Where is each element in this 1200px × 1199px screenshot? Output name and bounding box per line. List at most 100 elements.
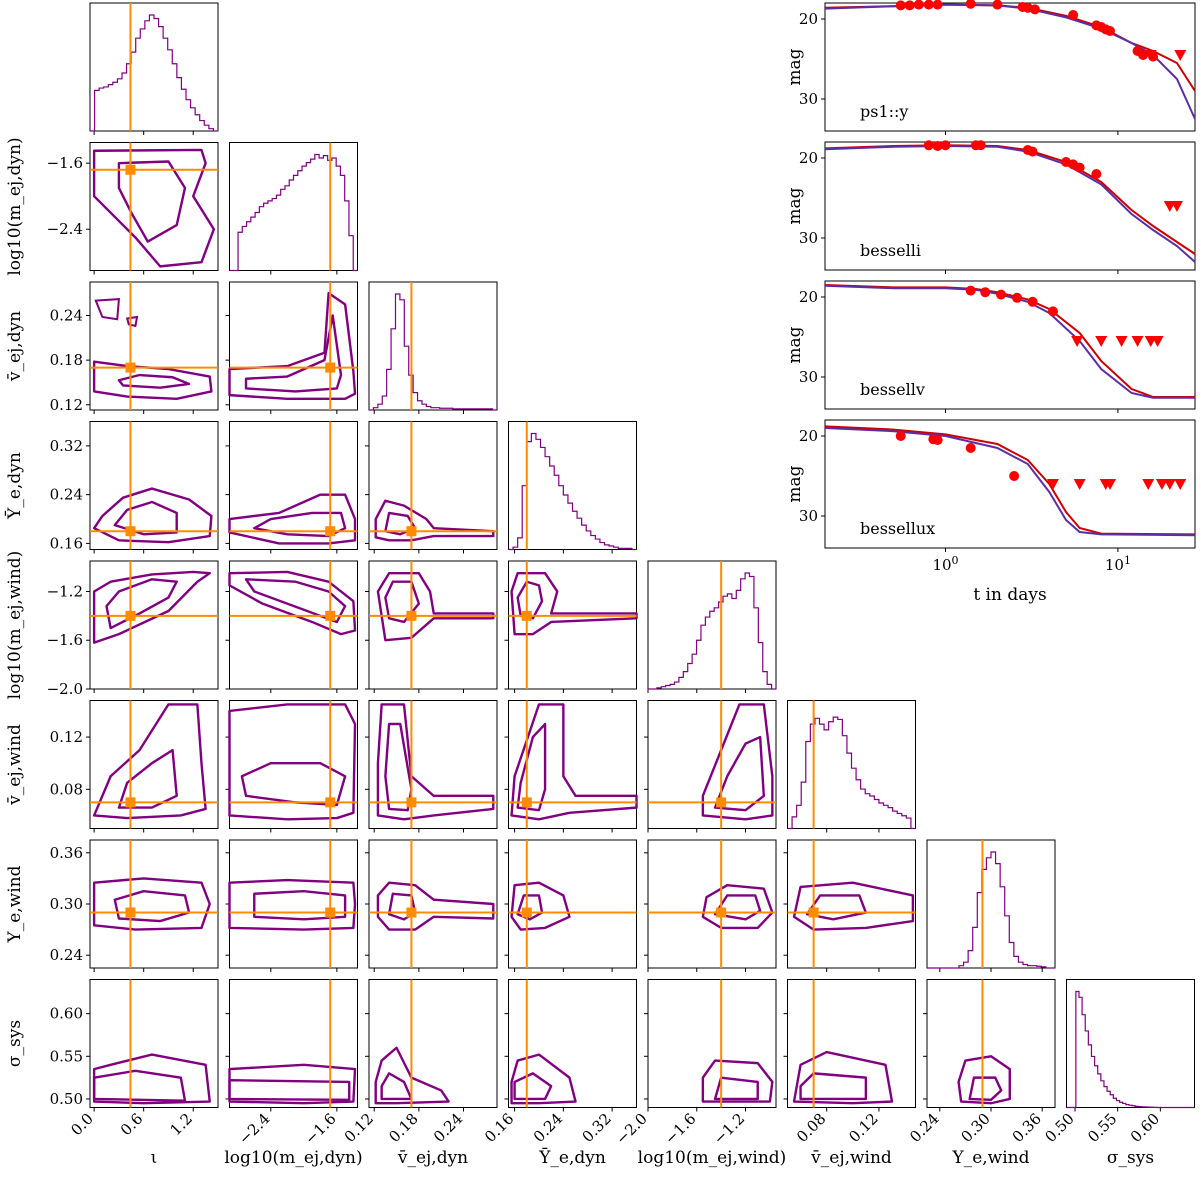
histogram-iota xyxy=(90,14,218,132)
injection-marker xyxy=(125,526,136,537)
bestfit-curve xyxy=(824,284,1195,399)
detection-point xyxy=(1068,10,1079,20)
x-tick-label: 0.12 xyxy=(341,1110,377,1146)
contour-outer xyxy=(376,881,495,931)
detection-point xyxy=(932,435,943,445)
injection-marker xyxy=(521,797,532,808)
injection-marker xyxy=(406,610,417,621)
detection-point xyxy=(940,140,951,151)
x-tick-label: 0.24 xyxy=(906,1110,942,1146)
injection-marker xyxy=(406,797,417,808)
detection-point xyxy=(932,141,943,151)
contour-outer xyxy=(92,1053,211,1105)
x-tick-label: 1.2 xyxy=(166,1110,196,1140)
corner-panel-log10_mej_wind-vs-log10_mej_dyn xyxy=(225,560,358,693)
injection-marker xyxy=(521,610,532,621)
y-tick-label: 0.12 xyxy=(50,396,83,414)
y-tick-label: 30 xyxy=(799,229,818,247)
x-tick-label: −1.2 xyxy=(710,1110,748,1148)
injection-marker xyxy=(325,610,336,621)
y-tick-label: 0.36 xyxy=(50,844,83,862)
panel-frame xyxy=(229,281,358,411)
x-tick-label: 0.24 xyxy=(430,1110,466,1146)
contour-outer xyxy=(701,1059,774,1103)
band-label: ps1::y xyxy=(860,102,908,121)
panel-frame xyxy=(647,979,777,1108)
y-tick-label: −1.6 xyxy=(47,154,83,172)
y-axis-label-vej_dyn: v̄_ej,dyn xyxy=(5,311,25,382)
corner-panel-Ye_dyn-vs-log10_mej_dyn xyxy=(225,421,358,554)
panel-frame xyxy=(89,281,219,411)
x-tick-label: 0.60 xyxy=(1127,1110,1163,1146)
corner-panel-log10_mej_dyn-vs-log10_mej_dyn xyxy=(229,142,358,275)
contour-inner xyxy=(105,578,178,630)
contour-inner xyxy=(805,894,868,921)
contour-outer xyxy=(92,360,213,401)
contour-inner xyxy=(117,373,191,389)
contour-inner xyxy=(513,1072,553,1101)
histogram-Ye_dyn xyxy=(508,432,637,551)
y-tick-label: 30 xyxy=(799,368,818,386)
x-tick-label: 0.50 xyxy=(1042,1110,1078,1146)
injection-marker xyxy=(521,907,532,918)
upper-limit-marker xyxy=(1155,479,1168,490)
detection-point xyxy=(923,140,934,151)
y-tick-label: −2.4 xyxy=(47,220,83,238)
x-tick-label: 0.55 xyxy=(1084,1110,1120,1146)
x-axis-label-iota: ι xyxy=(151,1148,158,1168)
panel-frame xyxy=(89,142,219,271)
detection-point xyxy=(975,140,986,151)
histogram-log10_mej_dyn xyxy=(229,153,358,272)
contour-inner xyxy=(387,892,417,921)
contour-inner xyxy=(968,1076,1003,1102)
x-tick-label: 0.18 xyxy=(385,1110,421,1146)
detection-point xyxy=(913,0,924,10)
histogram-vej_dyn xyxy=(369,293,497,411)
detection-point xyxy=(1105,26,1116,36)
contour-outer xyxy=(228,570,357,636)
contour-outer xyxy=(701,884,774,930)
detection-point xyxy=(965,0,976,9)
bestfit-curve xyxy=(824,427,1196,537)
corner-panel-sigma_sys-vs-Ye_wind: 0.24 0.30 0.36Y_e,wind xyxy=(906,979,1056,1168)
injection-marker xyxy=(125,610,136,621)
injection-marker xyxy=(325,797,336,808)
corner-panel-Ye_dyn-vs-vej_dyn xyxy=(365,421,498,554)
panel-frame xyxy=(89,979,219,1108)
contour-inner xyxy=(113,500,178,536)
injection-marker xyxy=(125,797,136,808)
corner-panel-vej_dyn-vs-vej_dyn xyxy=(368,281,498,414)
contour-inner xyxy=(244,314,343,393)
contour-inner xyxy=(380,1072,413,1101)
y-tick-label: 30 xyxy=(799,90,818,108)
panel-frame xyxy=(508,560,637,690)
x-tick-label: 0.32 xyxy=(579,1110,615,1146)
detection-point xyxy=(992,0,1003,10)
y-axis-label-mag: mag xyxy=(785,465,805,502)
detection-point xyxy=(980,287,991,298)
y-tick-label: 0.24 xyxy=(50,946,83,964)
panel-frame xyxy=(824,2,1196,132)
detection-point xyxy=(904,0,915,11)
panel-frame xyxy=(926,839,1056,969)
contour-outer xyxy=(510,703,638,821)
y-tick-label: −1.2 xyxy=(47,582,83,600)
contour-inner xyxy=(117,160,187,243)
y-tick-label: −2.0 xyxy=(47,680,83,698)
band-label: bessellux xyxy=(860,519,935,538)
contour-inner xyxy=(516,894,544,921)
y-tick-label: −1.6 xyxy=(47,631,83,649)
y-tick-label: 0.24 xyxy=(50,306,83,324)
x-tick-label: 0.6 xyxy=(117,1110,147,1140)
injection-marker xyxy=(716,907,727,918)
corner-panel-vej_dyn-vs-log10_mej_dyn xyxy=(225,281,358,414)
panel-frame xyxy=(89,700,219,829)
panel-frame xyxy=(508,979,637,1108)
contour-outer xyxy=(92,570,211,644)
corner-panel-log10_mej_wind-vs-iota: −2.0 −1.6 −1.2 log10(m_ej,wind) xyxy=(5,551,219,699)
y-tick-label: 0.32 xyxy=(50,437,83,455)
detection-point xyxy=(1029,4,1040,15)
panel-frame xyxy=(89,2,219,132)
